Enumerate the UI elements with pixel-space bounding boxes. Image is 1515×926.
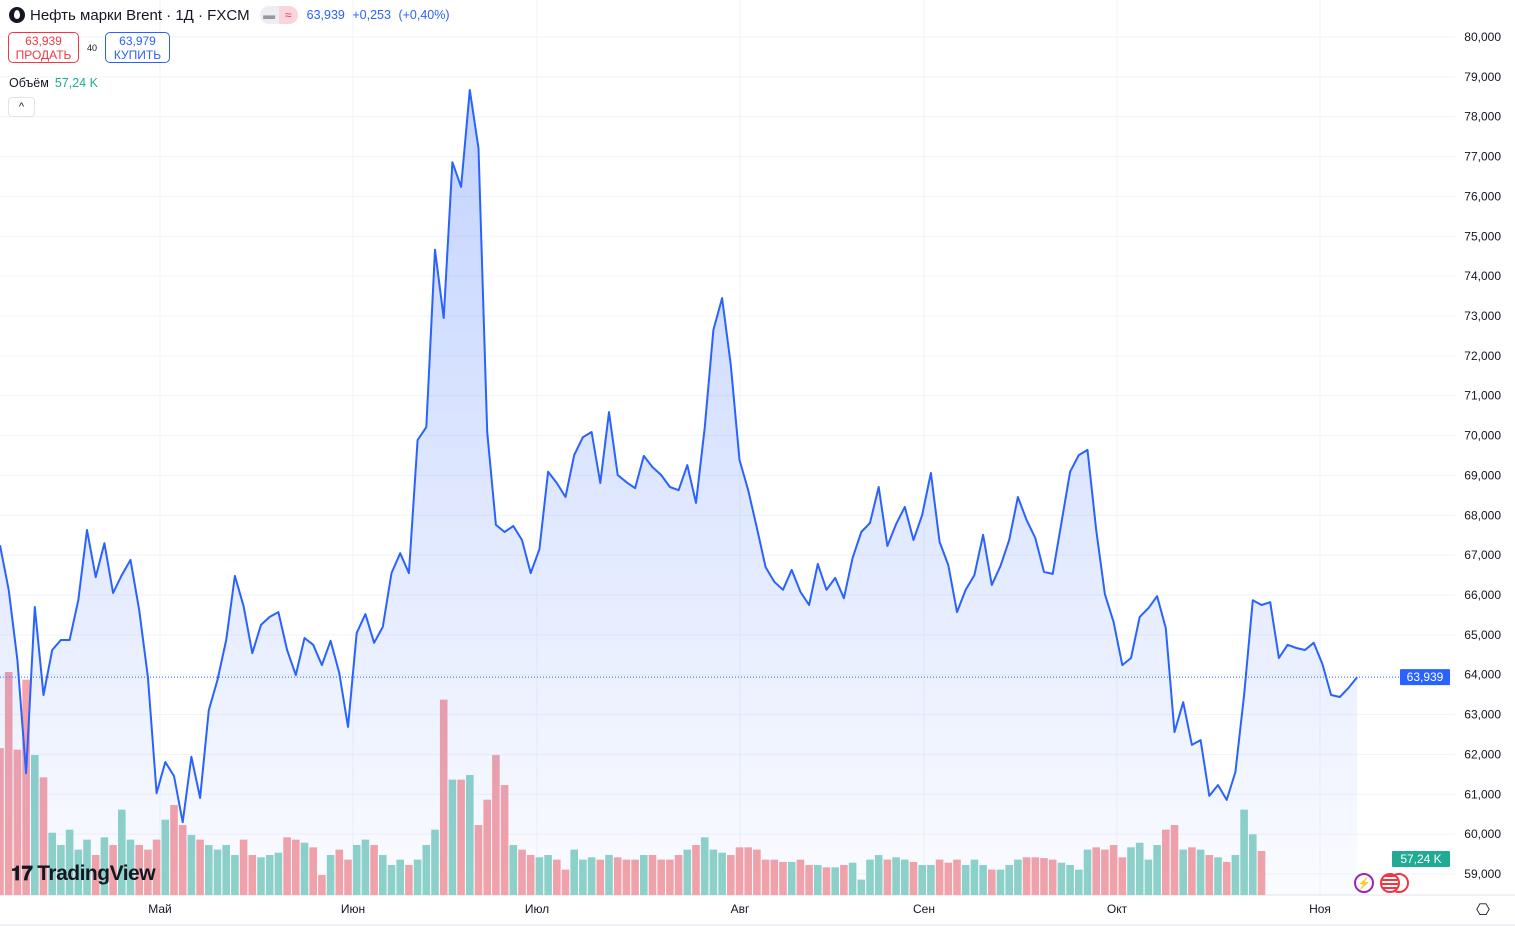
y-tick-label: 67,000	[1464, 548, 1501, 562]
y-tick-label: 70,000	[1464, 429, 1501, 443]
logo-text: TradingView	[37, 862, 156, 885]
status-pill[interactable]: ▬ ≈	[259, 6, 298, 24]
lightning-icon[interactable]: ⚡	[1354, 873, 1374, 893]
buy-price: 63,979	[119, 34, 156, 48]
y-tick-label: 65,000	[1464, 628, 1501, 642]
last-price: 63,939	[306, 8, 345, 22]
price-line[interactable]	[0, 89, 1358, 824]
spread: 40	[86, 42, 97, 53]
symbol-title[interactable]: Нефть марки Brent · 1Д · FXCM	[30, 6, 250, 24]
volume-legend[interactable]: Объём 57,24 K	[9, 76, 98, 90]
y-tick-label: 59,000	[1464, 867, 1501, 881]
y-tick-label: 66,000	[1464, 588, 1501, 602]
buy-button[interactable]: 63,979 КУПИТЬ	[105, 32, 170, 63]
sell-price: 63,939	[25, 34, 62, 48]
price-change-pct: (+0,40%)	[398, 8, 450, 22]
sell-button[interactable]: 63,939 ПРОДАТЬ	[8, 32, 79, 63]
chevron-up-icon: ^	[18, 101, 25, 113]
y-tick-label: 74,000	[1464, 269, 1501, 283]
us-flag-icon[interactable]	[1380, 873, 1400, 893]
buy-label: КУПИТЬ	[113, 48, 162, 62]
price-change: +0,253	[352, 8, 391, 22]
y-tick-label: 68,000	[1464, 508, 1501, 522]
y-tick-label: 62,000	[1464, 747, 1501, 761]
x-tick-label: Окт	[1107, 902, 1128, 916]
x-tick-label: Сен	[913, 902, 935, 916]
y-tick-label: 75,000	[1464, 229, 1501, 243]
last-price-badge	[1400, 669, 1450, 686]
volume-value: 57,24 K	[54, 76, 98, 90]
x-tick-label: Июл	[525, 902, 549, 916]
y-tick-label: 61,000	[1464, 787, 1501, 801]
approx-icon: ≈	[278, 6, 298, 24]
x-tick-label: Авг	[731, 902, 750, 916]
x-tick-label: Июн	[341, 902, 365, 916]
price-area-fill	[0, 90, 1358, 895]
settings-gear-icon[interactable]: ⎔	[1476, 902, 1490, 919]
sell-label: ПРОДАТЬ	[15, 48, 72, 62]
oil-drop-icon	[9, 7, 25, 23]
y-tick-label: 79,000	[1464, 70, 1501, 84]
minus-icon: ▬	[259, 6, 279, 24]
x-tick-label: Ноя	[1309, 902, 1331, 916]
price-values: 63,939 +0,253 (+0,40%)	[307, 8, 454, 22]
symbol-legend: Нефть марки Brent · 1Д · FXCM ▬ ≈ 63,939…	[9, 6, 454, 24]
y-tick-label: 73,000	[1464, 309, 1501, 323]
tradingview-logo[interactable]: 𝟏𝟕 TradingView	[11, 862, 156, 886]
y-tick-label: 78,000	[1464, 110, 1501, 124]
last-volume-label: 57,24 K	[1400, 852, 1441, 866]
last-price-label: 63,939	[1407, 670, 1444, 684]
y-tick-label: 80,000	[1464, 30, 1501, 44]
y-tick-label: 76,000	[1464, 189, 1501, 203]
y-tick-label: 64,000	[1464, 668, 1501, 682]
trade-panel: 63,939 ПРОДАТЬ 40 63,979 КУПИТЬ	[8, 32, 170, 63]
y-tick-label: 71,000	[1464, 389, 1501, 403]
y-tick-label: 69,000	[1464, 468, 1501, 482]
last-volume-badge	[1392, 851, 1450, 867]
y-tick-label: 63,000	[1464, 708, 1501, 722]
tv-mark-icon: 𝟏𝟕	[11, 862, 33, 885]
y-tick-label: 60,000	[1464, 827, 1501, 841]
x-tick-label: Май	[148, 902, 172, 916]
y-tick-label: 72,000	[1464, 349, 1501, 363]
collapse-legend-button[interactable]: ^	[8, 97, 35, 117]
volume-label: Объём	[9, 76, 49, 90]
y-tick-label: 77,000	[1464, 150, 1501, 164]
